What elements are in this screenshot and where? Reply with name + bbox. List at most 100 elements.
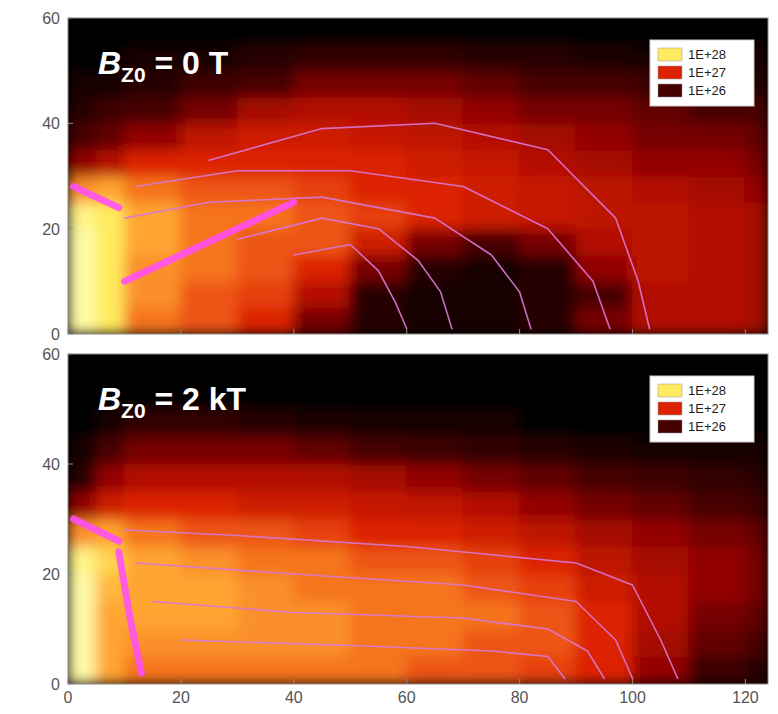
density-cell bbox=[519, 70, 576, 97]
density-cell bbox=[745, 601, 768, 630]
density-cell bbox=[463, 574, 520, 603]
x-tick bbox=[293, 329, 294, 334]
density-cell bbox=[350, 97, 407, 124]
density-cell bbox=[688, 601, 745, 630]
density-cell bbox=[632, 255, 689, 282]
y-tick-label: 20 bbox=[42, 566, 60, 583]
density-cell bbox=[463, 436, 520, 465]
density-cell bbox=[519, 519, 576, 548]
density-cell bbox=[180, 491, 237, 520]
density-cell bbox=[96, 149, 125, 176]
density-cell bbox=[68, 18, 97, 45]
y-tick-label: 0 bbox=[51, 676, 60, 693]
density-cell bbox=[96, 656, 125, 684]
density-cell bbox=[96, 491, 125, 520]
density-cell bbox=[519, 381, 576, 410]
x-tick-label: 40 bbox=[285, 689, 303, 706]
density-cell bbox=[576, 255, 633, 282]
density-cell bbox=[519, 97, 576, 124]
density-cell bbox=[96, 123, 125, 150]
density-cell bbox=[180, 574, 237, 603]
density-cell bbox=[745, 519, 768, 548]
density-cell bbox=[180, 123, 237, 150]
density-cell bbox=[406, 307, 463, 334]
x-tick bbox=[68, 329, 69, 334]
x-tick-label: 120 bbox=[732, 689, 759, 706]
density-cell bbox=[406, 70, 463, 97]
x-tick bbox=[519, 329, 520, 334]
x-tick bbox=[180, 329, 181, 334]
density-cell bbox=[576, 409, 633, 438]
density-cell bbox=[688, 464, 745, 493]
density-cell bbox=[124, 149, 181, 176]
x-tick-label: 20 bbox=[172, 689, 190, 706]
density-cell bbox=[237, 656, 294, 684]
density-cell bbox=[688, 255, 745, 282]
density-cell bbox=[576, 546, 633, 575]
density-cell bbox=[463, 307, 520, 334]
density-cell bbox=[237, 44, 294, 71]
density-cell bbox=[745, 202, 768, 229]
plot-background bbox=[68, 354, 768, 684]
density-cell bbox=[237, 307, 294, 334]
density-cell bbox=[293, 464, 350, 493]
density-cell bbox=[463, 18, 520, 45]
density-cell bbox=[180, 97, 237, 124]
density-cell bbox=[519, 255, 576, 282]
density-cell bbox=[406, 202, 463, 229]
density-cell bbox=[293, 381, 350, 410]
density-cell bbox=[576, 18, 633, 45]
density-cell bbox=[68, 574, 97, 603]
color-key-label: 1E+26 bbox=[688, 83, 726, 98]
x-tick bbox=[745, 679, 746, 684]
density-cell bbox=[632, 123, 689, 150]
panel: 0204060BZ0 = 0 T1E+281E+271E+26 bbox=[42, 10, 768, 343]
color-key: 1E+281E+271E+26 bbox=[650, 40, 754, 106]
density-cell bbox=[632, 202, 689, 229]
density-cell bbox=[688, 149, 745, 176]
density-cell bbox=[68, 255, 97, 282]
density-cell bbox=[406, 546, 463, 575]
density-cell bbox=[293, 44, 350, 71]
density-cell bbox=[519, 436, 576, 465]
density-cell bbox=[293, 97, 350, 124]
contour bbox=[181, 640, 565, 679]
density-cell bbox=[463, 464, 520, 493]
density-cell bbox=[237, 97, 294, 124]
plot-area bbox=[68, 18, 768, 334]
density-cell bbox=[519, 629, 576, 658]
density-cell bbox=[688, 519, 745, 548]
density-cell bbox=[406, 436, 463, 465]
density-cell bbox=[293, 354, 350, 382]
density-cell bbox=[406, 656, 463, 684]
color-key-box bbox=[650, 376, 754, 442]
density-cell bbox=[519, 176, 576, 203]
density-cell bbox=[350, 436, 407, 465]
title-symbol: B bbox=[98, 381, 121, 417]
plot-area bbox=[68, 354, 768, 684]
color-swatch bbox=[658, 48, 682, 61]
density-cell bbox=[576, 281, 633, 308]
density-cell bbox=[68, 70, 97, 97]
density-cell bbox=[293, 228, 350, 255]
density-cell bbox=[519, 354, 576, 382]
x-tick bbox=[632, 679, 633, 684]
density-cell bbox=[519, 281, 576, 308]
y-tick-label: 60 bbox=[42, 10, 60, 27]
density-cell bbox=[350, 464, 407, 493]
density-cell bbox=[576, 70, 633, 97]
color-swatch bbox=[658, 384, 682, 397]
density-cell bbox=[463, 44, 520, 71]
density-cell bbox=[293, 601, 350, 630]
color-swatch bbox=[658, 420, 682, 433]
plot-background bbox=[68, 18, 768, 334]
x-tick bbox=[293, 679, 294, 684]
density-cell bbox=[745, 228, 768, 255]
density-cell bbox=[688, 629, 745, 658]
y-tick bbox=[68, 464, 73, 465]
density-cell bbox=[350, 70, 407, 97]
density-cell bbox=[180, 18, 237, 45]
density-cell bbox=[745, 281, 768, 308]
density-cell bbox=[463, 519, 520, 548]
y-tick bbox=[68, 574, 73, 575]
